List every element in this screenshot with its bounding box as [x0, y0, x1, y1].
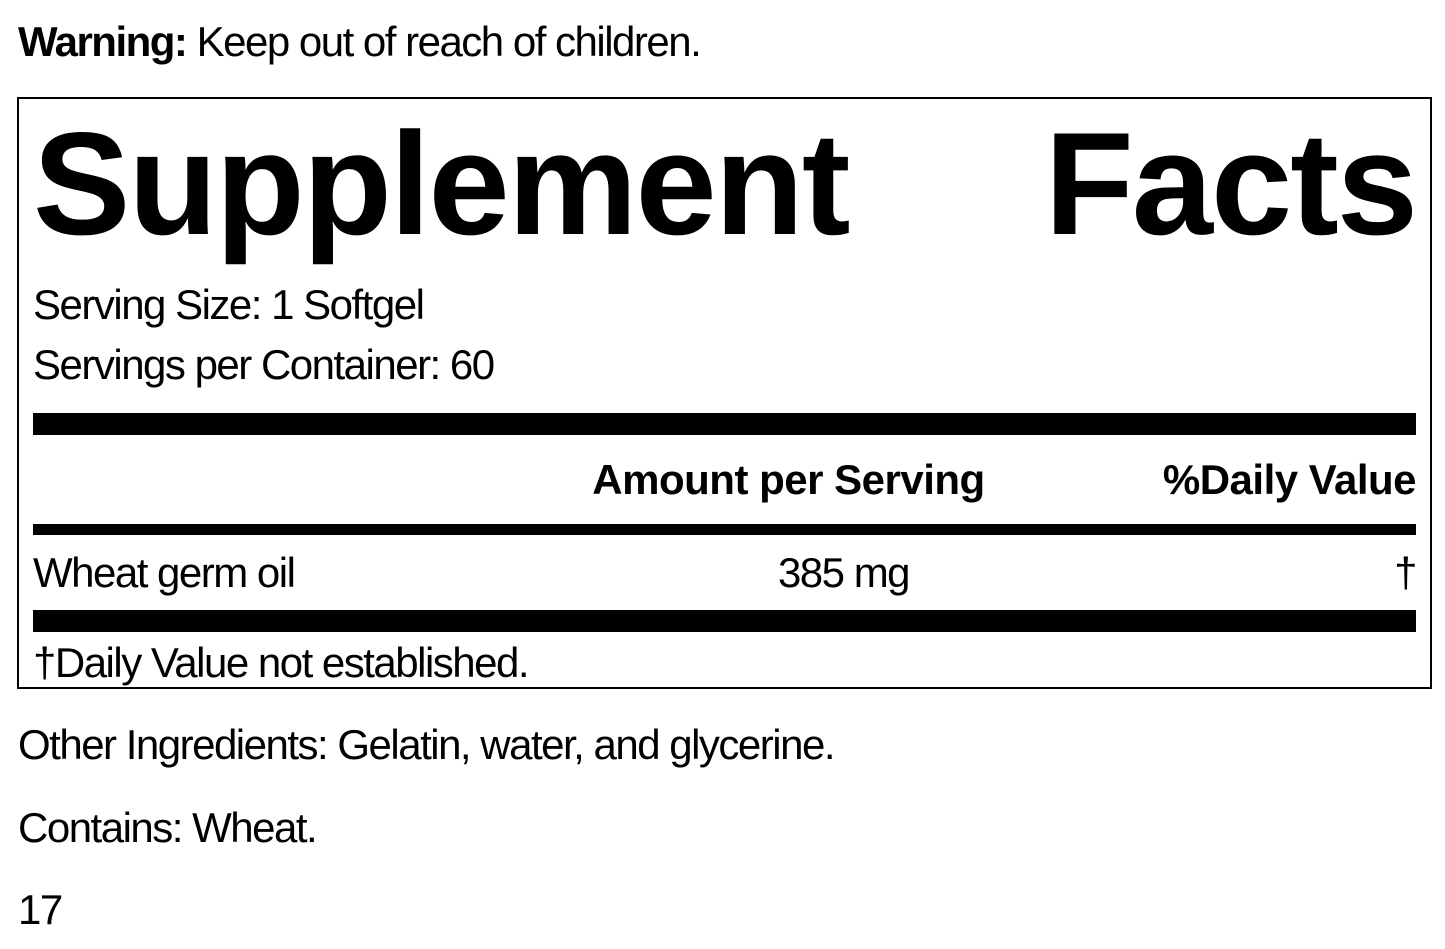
nutrient-row: Wheat germ oil 385 mg †	[33, 535, 1418, 610]
warning-label: Warning:	[18, 18, 188, 65]
facts-content: Supplement Facts Serving Size: 1 Softgel…	[33, 99, 1418, 694]
thick-rule	[33, 413, 1416, 435]
footnote: †Daily Value not established.	[33, 639, 530, 686]
amount-header: Amount per Serving	[592, 455, 985, 503]
medium-rule	[33, 524, 1416, 535]
column-header: Amount per Serving %Daily Value	[33, 435, 1416, 524]
nutrient-name: Wheat germ oil	[33, 548, 296, 596]
nutrient-daily-value: †	[1394, 548, 1417, 596]
allergen-statement: Contains: Wheat.	[18, 804, 318, 851]
facts-title: Supplement Facts	[33, 102, 1418, 265]
other-ingredients: Other Ingredients: Gelatin, water, and g…	[18, 721, 836, 768]
nutrient-amount: 385 mg	[777, 548, 911, 596]
daily-value-header: %Daily Value	[1162, 455, 1417, 503]
product-code: 17	[18, 886, 63, 933]
warning-text: Keep out of reach of children.	[196, 18, 702, 65]
facts-panel: Supplement Facts Serving Size: 1 Softgel…	[17, 97, 1432, 689]
servings-per-container: Servings per Container: 60	[33, 341, 495, 388]
thick-rule	[33, 610, 1416, 632]
serving-size: Serving Size: 1 Softgel	[33, 281, 425, 328]
warning: Warning: Keep out of reach of children.	[18, 16, 702, 68]
